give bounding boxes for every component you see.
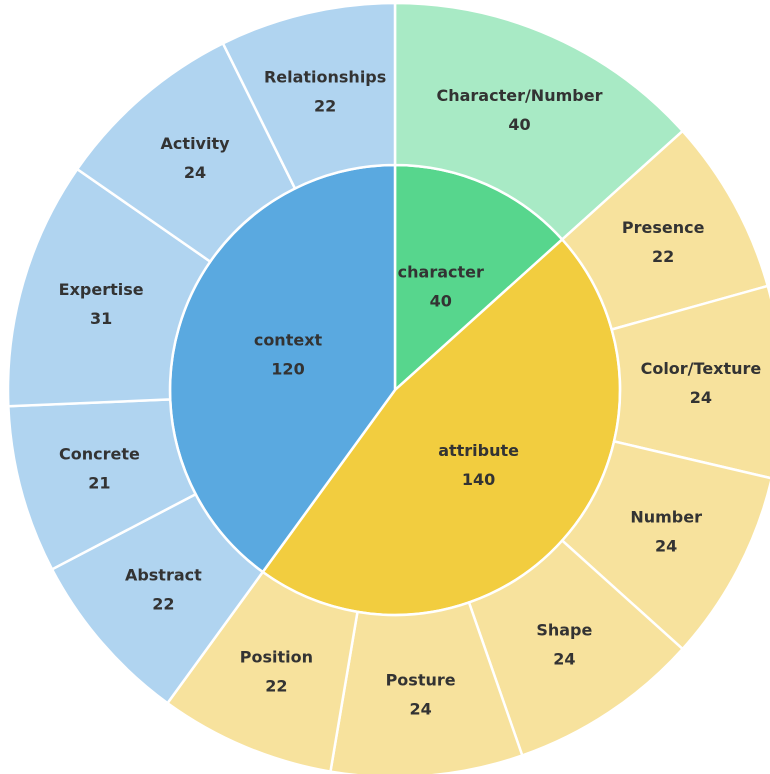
segment-label: Presence: [622, 218, 705, 237]
segment-label: context: [254, 331, 323, 350]
segment-value: 24: [553, 649, 575, 668]
segment-value: 24: [184, 163, 206, 182]
segment-label: Color/Texture: [641, 359, 762, 378]
segment-value: 22: [152, 594, 174, 613]
outer-segment: [221, 1, 397, 191]
segment-value: 22: [265, 677, 287, 696]
segment-label: Expertise: [59, 280, 144, 299]
segment-value: 140: [462, 470, 495, 489]
segment-label: Number: [630, 507, 702, 526]
segment-label: Activity: [161, 134, 231, 153]
segment-value: 22: [314, 97, 336, 116]
segment-value: 24: [690, 388, 712, 407]
segment-label: Shape: [536, 620, 592, 639]
segment-value: 22: [652, 247, 674, 266]
segment-value: 24: [655, 536, 677, 555]
segment-label: character: [398, 263, 484, 282]
segment-value: 24: [409, 699, 431, 718]
segment-value: 40: [430, 292, 452, 311]
outer-segment: [610, 284, 770, 480]
segment-label: Posture: [386, 670, 456, 689]
segment-value: 120: [271, 360, 304, 379]
segment-label: attribute: [438, 441, 519, 460]
segment-label: Position: [240, 648, 313, 667]
segment-label: Relationships: [264, 68, 386, 87]
segment-value: 21: [88, 474, 110, 493]
segment-label: Concrete: [59, 445, 140, 464]
segment-label: Abstract: [125, 565, 202, 584]
segment-value: 40: [508, 115, 530, 134]
segment-value: 31: [90, 309, 112, 328]
segment-label: Character/Number: [436, 86, 602, 105]
